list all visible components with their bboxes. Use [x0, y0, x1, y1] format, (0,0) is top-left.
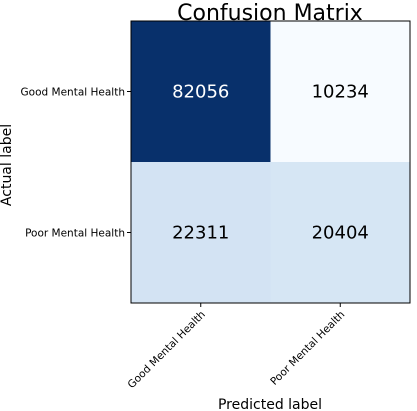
y-tick-label: Poor Mental Health	[25, 228, 125, 240]
plot-frame	[130, 20, 411, 304]
x-tick-labels: Good Mental Health Poor Mental Health	[126, 303, 347, 391]
heatmap-cell-1-1	[270, 162, 410, 303]
heatmap-cell-0-1	[270, 21, 410, 162]
y-axis-label: Actual label	[0, 124, 15, 206]
cell-value-1-0: 22311	[172, 223, 229, 244]
x-tick-label: Good Mental Health	[126, 309, 208, 391]
cell-value-0-1: 10234	[312, 82, 369, 103]
heatmap-cell-0-0	[131, 21, 271, 162]
cell-value-1-1: 20404	[312, 223, 369, 244]
x-tick-label: Poor Mental Health	[268, 309, 347, 388]
x-axis-label: Predicted label	[218, 397, 322, 411]
y-tick-labels: Good Mental Health Poor Mental Health	[21, 87, 131, 240]
cell-value-0-0: 82056	[172, 82, 229, 103]
heatmap-cell-1-0	[131, 162, 271, 303]
y-tick-label: Good Mental Health	[21, 87, 125, 99]
heatmap-cells: 82056 10234 22311 20404	[131, 21, 410, 303]
